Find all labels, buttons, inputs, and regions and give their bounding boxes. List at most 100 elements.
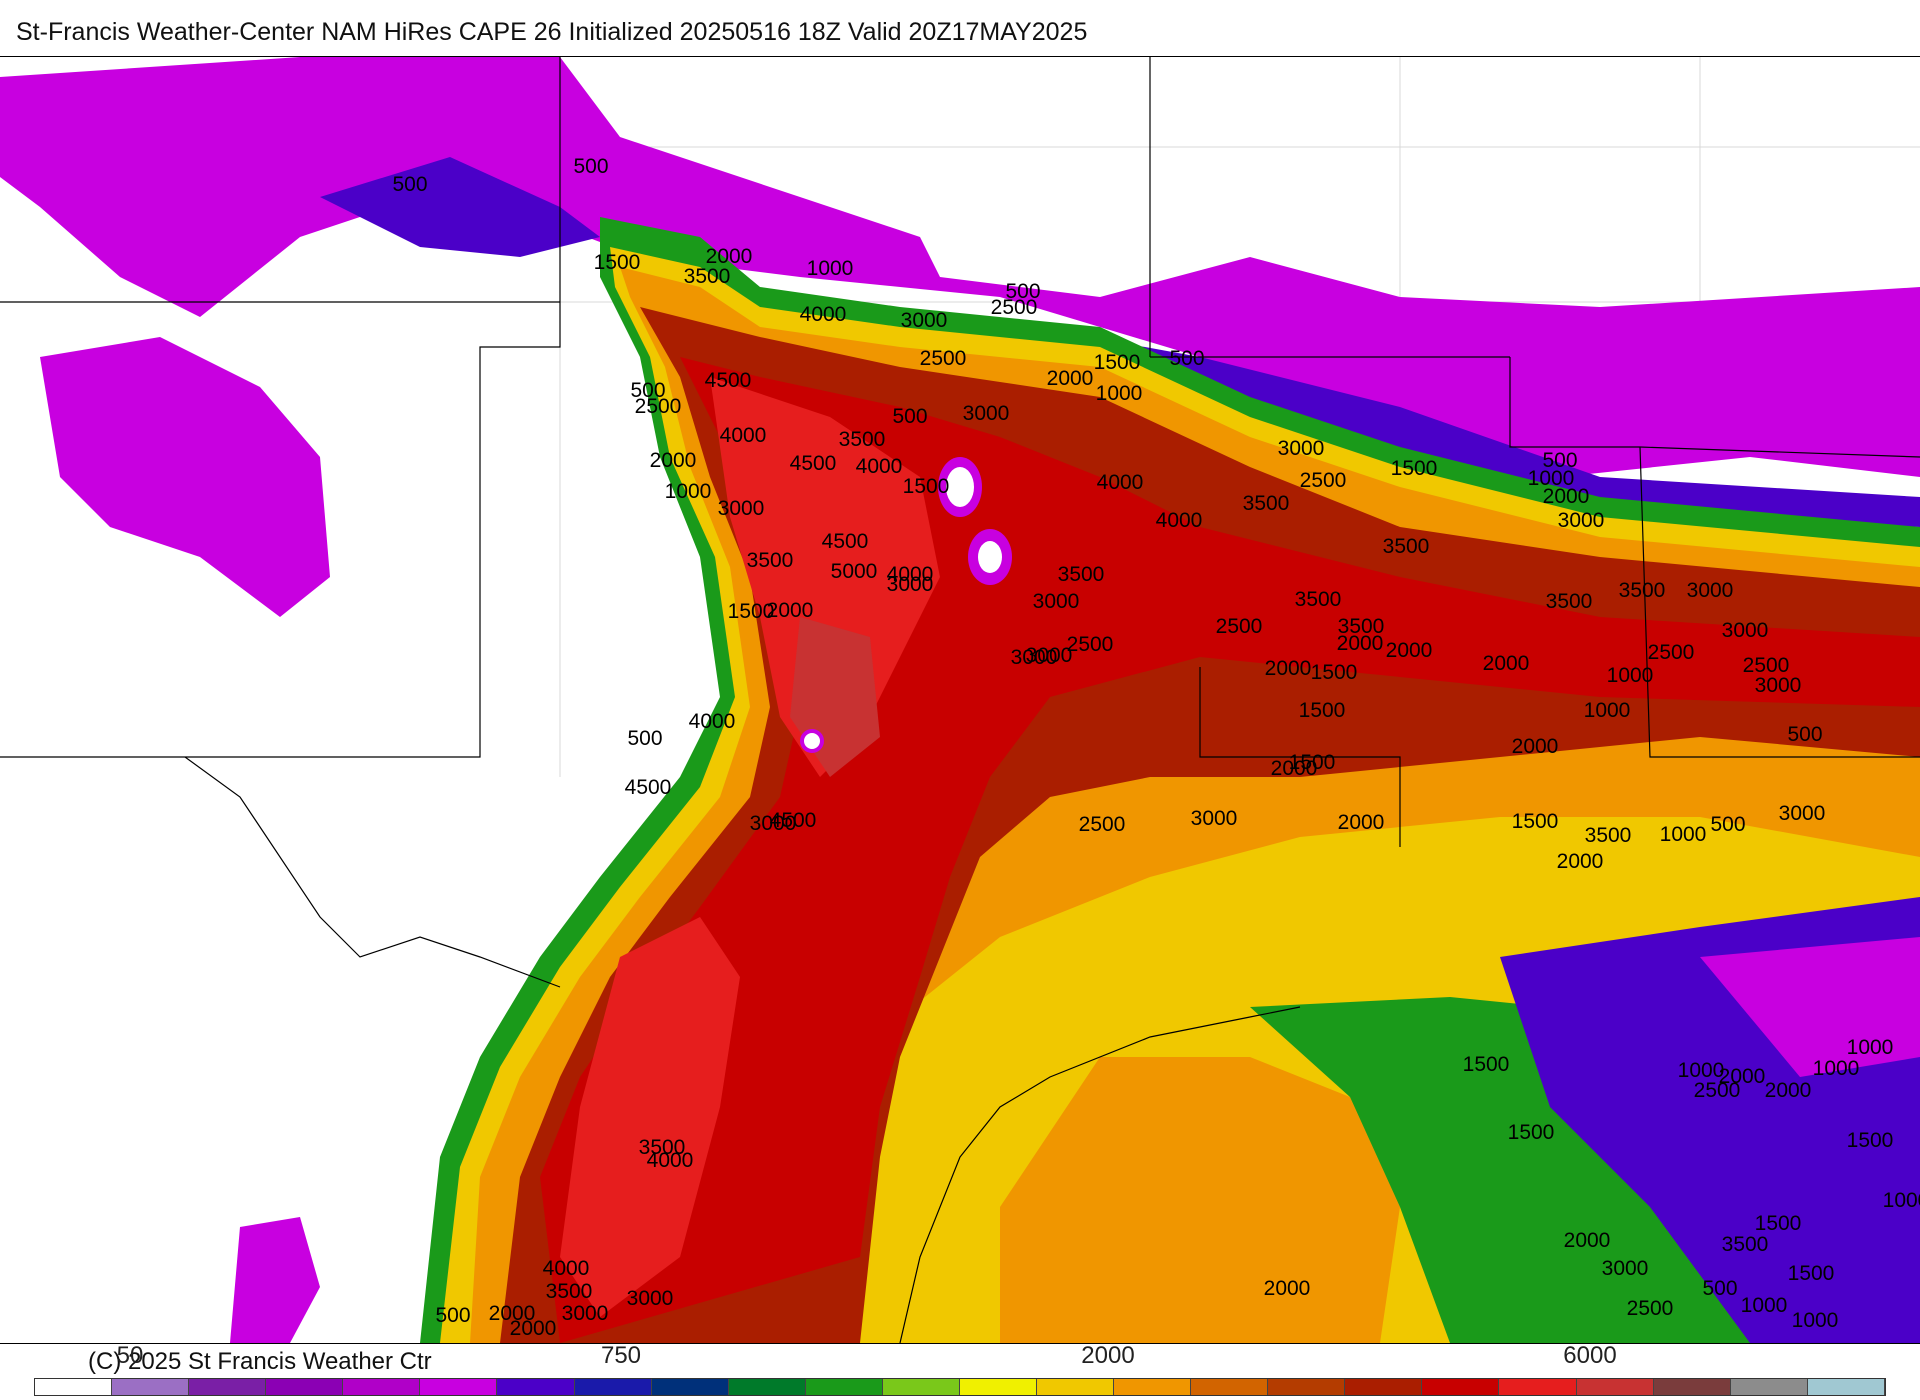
contour-label: 2500 (1694, 1079, 1741, 1102)
contour-label: 4000 (887, 563, 934, 586)
contour-label: 2000 (650, 449, 697, 472)
contour-label: 1500 (1299, 699, 1346, 722)
contour-label: 1500 (1755, 1212, 1802, 1235)
contour-label: 3000 (1722, 619, 1769, 642)
contour-label: 3000 (1687, 579, 1734, 602)
contour-label: 3000 (718, 497, 765, 520)
colorbar-tick-label: 50 (116, 1342, 144, 1369)
contour-label: 1500 (903, 475, 950, 498)
contour-label: 2500 (635, 395, 682, 418)
contour-label: 2000 (1543, 485, 1590, 508)
contour-label: 2500 (991, 296, 1038, 319)
colorbar-swatch (651, 1379, 729, 1395)
contour-label: 500 (435, 1304, 470, 1327)
contour-label: 500 (1710, 813, 1745, 836)
contour-label: 3500 (839, 428, 886, 451)
copyright-credit: (C) 2025 St Francis Weather Ctr (86, 1348, 434, 1376)
colorbar-swatch (1499, 1379, 1577, 1395)
contour-label: 3000 (1602, 1257, 1649, 1280)
contour-label: 1000 (665, 480, 712, 503)
colorbar-swatch (805, 1379, 883, 1395)
contour-label: 500 (1005, 280, 1040, 303)
contour-label: 4500 (770, 809, 817, 832)
contour-label: 3000 (887, 573, 934, 596)
colorbar-legend (34, 1378, 1886, 1396)
colorbar-swatch (497, 1379, 575, 1395)
contour-label: 2000 (1047, 367, 1094, 390)
contour-label: 4000 (1097, 471, 1144, 494)
contour-label: 2000 (1271, 757, 1318, 780)
contour-label: 4000 (856, 455, 903, 478)
colorbar-swatch (1576, 1379, 1654, 1395)
contour-label: 500 (1542, 449, 1577, 472)
contour-label: 3500 (1383, 535, 1430, 558)
colorbar-swatch (112, 1379, 190, 1395)
contour-label: 1500 (1512, 810, 1559, 833)
contour-label: 500 (630, 379, 665, 402)
contour-label: 1000 (1660, 823, 1707, 846)
low-cape-patches-west (40, 337, 330, 617)
colorbar-swatch (959, 1379, 1038, 1395)
contour-label: 3500 (747, 549, 794, 572)
colorbar-swatch (189, 1379, 267, 1395)
contour-label: 2000 (706, 245, 753, 268)
colorbar-swatch (1653, 1379, 1731, 1395)
contour-label: 2000 (1557, 850, 1604, 873)
colorbar-swatch (266, 1379, 344, 1395)
contour-label: 1000 (1847, 1036, 1894, 1059)
colorbar-swatch (1345, 1379, 1423, 1395)
contour-label: 2000 (1512, 735, 1559, 758)
contour-label: 2500 (1300, 469, 1347, 492)
contour-label: 3000 (1033, 590, 1080, 613)
contour-label: 3000 (1558, 509, 1605, 532)
contour-label: 3000 (750, 812, 797, 835)
contour-label: 3500 (1295, 588, 1342, 611)
contour-label: 3000 (1779, 802, 1826, 825)
contour-label: 1000 (1792, 1309, 1839, 1332)
contour-label: 2000 (510, 1317, 557, 1340)
contour-label: 2500 (1216, 615, 1263, 638)
contour-label: 3000 (562, 1302, 609, 1325)
colorbar-swatch (35, 1379, 113, 1395)
map-title: St-Francis Weather-Center NAM HiRes CAPE… (16, 18, 1088, 46)
cape-map: 500 500 1500 2000 3500 1000 500 2500 4000 3000 250… (0, 56, 1920, 1344)
contour-label: 1000 (1678, 1059, 1725, 1082)
contour-label: 3500 (1585, 824, 1632, 847)
colorbar-swatch (420, 1379, 498, 1395)
contour-label: 500 (892, 405, 927, 428)
coastline (899, 1006, 1301, 1343)
colorbar-tick-label: 2000 (1081, 1342, 1135, 1369)
colorbar-swatch (1114, 1379, 1192, 1395)
contour-label: 500 (392, 173, 427, 196)
contour-label: 1000 (1813, 1057, 1860, 1080)
contour-label: 500 (1169, 347, 1204, 370)
colorbar-swatch (343, 1379, 421, 1395)
contour-label: 3000 (1011, 646, 1058, 669)
contour-label: 500 (1787, 723, 1822, 746)
contour-label: 2500 (1648, 641, 1695, 664)
contour-label: 1500 (1463, 1053, 1510, 1076)
contour-label: 3500 (1619, 579, 1666, 602)
contour-label: 2000 (1719, 1065, 1766, 1088)
contour-label: 3500 (1546, 590, 1593, 613)
contour-label: 2000 (1765, 1079, 1812, 1102)
contour-label: 1500 (1094, 351, 1141, 374)
colorbar-swatch (1730, 1379, 1808, 1395)
contour-label: 3500 (684, 265, 731, 288)
contour-label: 1000 (1096, 382, 1143, 405)
contour-label: 2000 (1265, 657, 1312, 680)
contour-label: 1000 (1528, 467, 1575, 490)
colorbar-swatch (1268, 1379, 1346, 1395)
contour-label: 1000 (1741, 1294, 1788, 1317)
contour-label: 1500 (728, 600, 775, 623)
contour-label: 1500 (1788, 1262, 1835, 1285)
contour-label: 3000 (1191, 807, 1238, 830)
contour-label: 3000 (627, 1287, 674, 1310)
contour-label: 2500 (1079, 813, 1126, 836)
contour-label: 3500 (639, 1136, 686, 1159)
contour-label: 3500 (1338, 615, 1385, 638)
contour-label: 500 (627, 727, 662, 750)
contour-label: 3500 (546, 1280, 593, 1303)
contour-label: 2500 (1067, 633, 1114, 656)
